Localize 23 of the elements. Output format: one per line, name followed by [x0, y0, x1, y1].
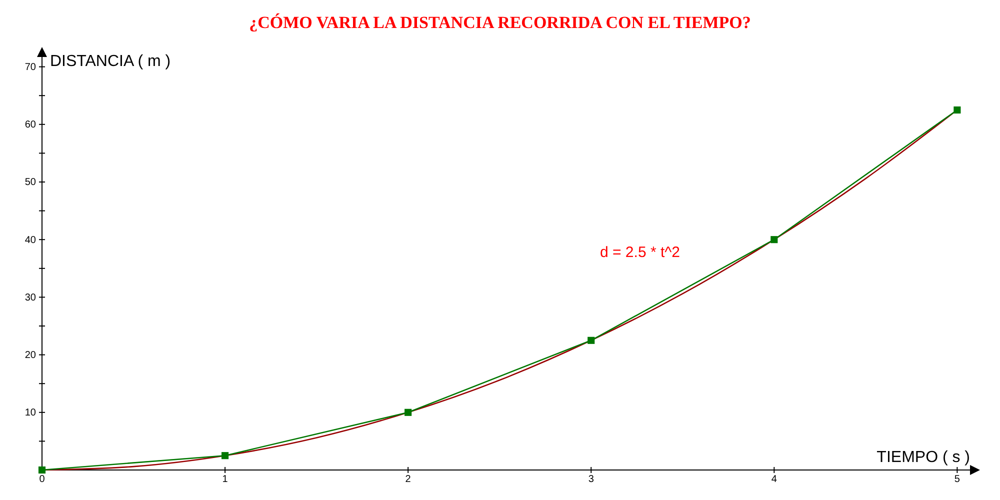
y-tick-label: 60	[24, 120, 36, 131]
point	[954, 106, 961, 114]
point	[588, 336, 595, 344]
x-tick-label: 0	[39, 474, 46, 485]
annotation: d = 2.5 * t^2	[600, 244, 680, 261]
point	[404, 408, 412, 416]
point	[770, 236, 778, 244]
y-tick-label: 30	[24, 292, 36, 304]
y-tick-label: 20	[24, 350, 36, 361]
point	[38, 466, 46, 474]
x-tick-label: 5	[954, 474, 960, 485]
y-tick-label: 40	[24, 234, 36, 246]
point	[222, 452, 229, 460]
x-tick-label: 3	[588, 474, 594, 485]
x-tick-label: 1	[222, 474, 228, 485]
x-tick-label: 2	[405, 474, 412, 485]
chart-title: ¿CÓMO VARIA LA DISTANCIA RECORRIDA CON EL TIEMPO?	[249, 13, 751, 32]
x-tick-label: 4	[771, 474, 778, 485]
x-axis-title: TIEMPO ( s )	[876, 449, 970, 466]
y-tick-label: 70	[24, 62, 36, 73]
y-axis-title: DISTANCIA ( m )	[50, 53, 171, 70]
y-tick-label: 50	[24, 177, 36, 188]
y-tick-label: 10	[24, 408, 36, 419]
